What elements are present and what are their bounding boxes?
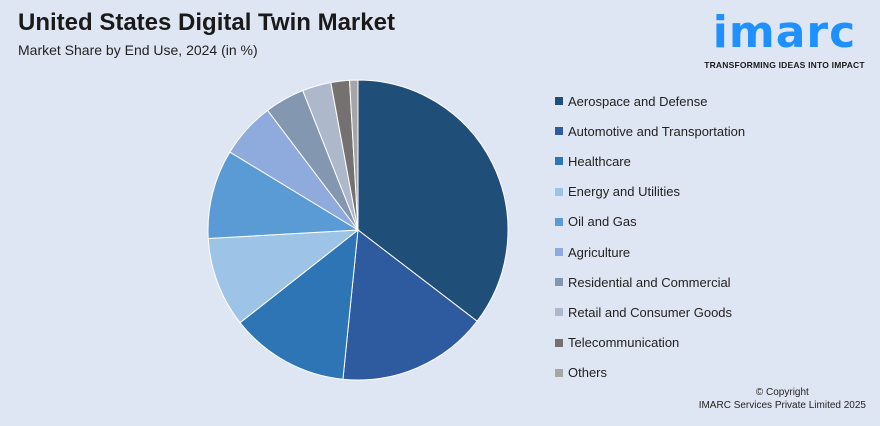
legend-item-oil-and-gas: Oil and Gas: [555, 207, 745, 237]
legend-swatch: [555, 97, 563, 106]
legend-swatch: [555, 187, 563, 196]
legend-label: Telecommunication: [568, 335, 680, 351]
pie-slice-energy-and-utilities: [207, 229, 360, 324]
legend-label: Others: [568, 365, 608, 381]
pie-chart: [207, 79, 509, 381]
legend-label: Automotive and Transportation: [568, 123, 746, 139]
pie-slice-oil-and-gas: [207, 151, 360, 240]
legend-swatch: [555, 338, 563, 347]
copyright-line-1: © Copyright: [755, 387, 809, 398]
legend-item-telecommunication: Telecommunication: [555, 328, 745, 358]
legend-label: Healthcare: [568, 153, 631, 169]
legend-item-others: Others: [555, 358, 745, 388]
pie-slice-automotive-and-transportation: [342, 229, 478, 381]
pie-slice-aerospace-and-defense: [357, 79, 509, 322]
chart-legend: Aerospace and Defense Automotive and Tran…: [555, 86, 745, 388]
chart-title: United States Digital Twin Market: [18, 9, 395, 36]
copyright-line-2: IMARC Services Private Limited 2025: [698, 400, 866, 411]
pie-slice-others: [348, 79, 359, 231]
logo-tagline: TRANSFORMING IDEAS INTO IMPACT: [704, 60, 865, 70]
legend-item-residential-and-commercial: Residential and Commercial: [555, 267, 745, 297]
legend-item-retail-and-consumer-goods: Retail and Consumer Goods: [555, 297, 745, 327]
legend-label: Agriculture: [568, 244, 631, 260]
legend-item-healthcare: Healthcare: [555, 146, 745, 176]
imarc-logo: imarc TRANSFORMING IDEAS INTO IMPACT: [697, 7, 872, 71]
legend-swatch: [555, 157, 563, 166]
legend-label: Retail and Consumer Goods: [568, 304, 733, 320]
legend-swatch: [555, 308, 563, 317]
legend-label: Aerospace and Defense: [568, 93, 708, 109]
chart-subtitle: Market Share by End Use, 2024 (in %): [18, 42, 258, 58]
logo-wordmark: imarc: [712, 7, 857, 58]
legend-item-automotive-and-transportation: Automotive and Transportation: [555, 116, 745, 146]
legend-swatch: [555, 278, 563, 287]
pie-slice-healthcare: [239, 228, 359, 380]
legend-swatch: [555, 217, 563, 226]
legend-item-energy-and-utilities: Energy and Utilities: [555, 177, 745, 207]
legend-swatch: [555, 368, 563, 377]
legend-label: Residential and Commercial: [568, 274, 731, 290]
copyright-notice: © Copyright IMARC Services Private Limit…: [699, 386, 866, 412]
legend-swatch: [555, 127, 563, 136]
legend-label: Energy and Utilities: [568, 184, 680, 200]
legend-item-agriculture: Agriculture: [555, 237, 745, 267]
legend-item-aerospace-and-defense: Aerospace and Defense: [555, 86, 745, 116]
legend-swatch: [555, 248, 563, 257]
legend-label: Oil and Gas: [568, 214, 637, 230]
